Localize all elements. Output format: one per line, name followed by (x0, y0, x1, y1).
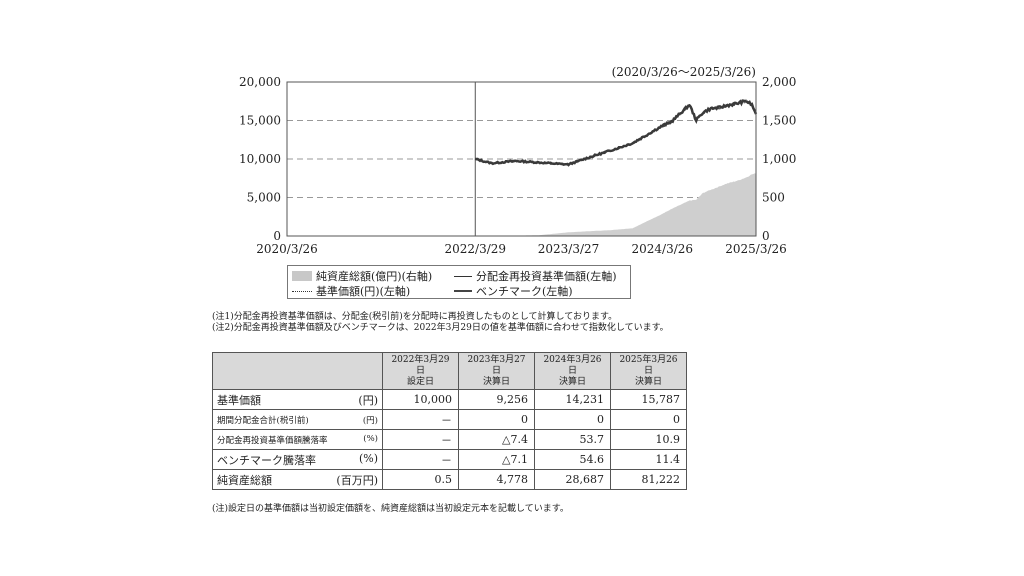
row-label: 期間分配金合計(税引前) (217, 415, 309, 426)
table-cell: 0.5 (382, 469, 459, 490)
legend-label-reinvest: 分配金再投資基準価額(左軸) (476, 270, 617, 283)
x-tick-label: 2025/3/26 (725, 242, 787, 256)
reinvested-nav-line (475, 100, 757, 166)
chart-notes: (注1)分配金再投資基準価額は、分配金(税引前)を分配時に再投資したものとして計… (212, 312, 669, 334)
y-right-tick-label: 500 (762, 191, 785, 205)
row-label: 分配金再投資基準価額騰落率 (217, 435, 328, 446)
header-cell: 2025年3月26日 決算日 (610, 352, 687, 390)
chart-legend: 純資産総額(億円)(右軸) 分配金再投資基準価額(左軸) 基準価額(円)(左軸)… (287, 265, 631, 299)
table-cell: 15,787 (610, 389, 687, 410)
y-left-tick-label: 10,000 (239, 152, 281, 166)
x-tick-label: 2024/3/26 (631, 242, 693, 256)
table-header-row: 2022年3月29日 設定日 2023年3月27日 決算日 2024年3月26日 決算… (212, 352, 687, 390)
period-label: (2020/3/26～2025/3/26) (612, 65, 756, 79)
y-right-tick-label: 1,000 (762, 152, 796, 166)
y-left-tick-label: 5,000 (247, 191, 281, 205)
y-right-tick-label: 1,500 (762, 114, 796, 128)
y-left-tick-label: 15,000 (239, 114, 281, 128)
header-cell: 2022年3月29日 設定日 (382, 352, 459, 390)
row-label: 基準価額 (217, 393, 261, 407)
row-unit: (%) (363, 433, 378, 444)
table-cell: 81,222 (610, 469, 687, 490)
legend-item-benchmark: ベンチマーク(左軸) (454, 283, 573, 299)
table-cell: 54.6 (534, 449, 611, 470)
note-1: (注1)分配金再投資基準価額は、分配金(税引前)を分配時に再投資したものとして計… (212, 312, 618, 322)
table-cell: △7.1 (458, 449, 535, 470)
table-row: 分配金再投資基準価額騰落率 (%) － △7.4 53.7 10.9 (212, 429, 687, 450)
table-cell: 0 (610, 409, 687, 430)
table-row: 基準価額 (円) 10,000 9,256 14,231 15,787 (212, 389, 687, 410)
base-price-line (475, 98, 757, 166)
x-tick-label: 2020/3/26 (256, 242, 318, 256)
price-lines-layer (474, 98, 758, 167)
row-label: 純資産総額 (217, 473, 272, 487)
table-cell: － (382, 409, 459, 430)
performance-table: 2022年3月29日 設定日 2023年3月27日 決算日 2024年3月26日 決算… (212, 352, 687, 490)
table-cell: 11.4 (610, 449, 687, 470)
table-cell: 28,687 (534, 469, 611, 490)
table-cell: 14,231 (534, 389, 611, 410)
row-unit: (円) (358, 393, 378, 407)
legend-item-nav: 純資産総額(億円)(右軸) (292, 268, 432, 284)
legend-label-benchmark: ベンチマーク(左軸) (476, 285, 573, 298)
table-row: 純資産総額 (百万円) 0.5 4,778 28,687 81,222 (212, 469, 687, 490)
table-cell: 0 (534, 409, 611, 430)
legend-item-base: 基準価額(円)(左軸) (292, 283, 410, 299)
plot-frame (286, 81, 757, 237)
header-blank (212, 352, 383, 390)
table-cell: － (382, 449, 459, 470)
y-left-tick-label: 20,000 (239, 75, 281, 89)
row-unit: (円) (362, 415, 378, 426)
table-row: ベンチマーク騰落率 (%) － △7.1 54.6 11.4 (212, 449, 687, 470)
x-tick-label: 2022/3/29 (445, 242, 507, 256)
header-cell: 2023年3月27日 決算日 (458, 352, 535, 390)
table-row: 期間分配金合計(税引前) (円) － 0 0 0 (212, 409, 687, 430)
table-cell: 53.7 (534, 429, 611, 450)
table-cell: － (382, 429, 459, 450)
y-right-tick-label: 0 (762, 229, 770, 243)
table-cell: 10,000 (382, 389, 459, 410)
table-footnote: (注)設定日の基準価額は当初設定価額を、純資産総額は当初設定元本を記載しています… (212, 504, 569, 514)
y-left-tick-label: 0 (273, 229, 281, 243)
benchmark-line (474, 99, 758, 167)
net-assets-layer (475, 173, 756, 236)
note-2: (注2)分配金再投資基準価額及びベンチマークは、2022年3月29日の値を基準価… (212, 323, 669, 333)
y-right-tick-label: 2,000 (762, 75, 796, 89)
legend-swatch-benchmark (454, 290, 472, 292)
x-tick-label: 2023/3/27 (538, 242, 600, 256)
table-cell: △7.4 (458, 429, 535, 450)
row-label: ベンチマーク騰落率 (217, 453, 316, 467)
legend-swatch-reinvest (454, 275, 472, 277)
legend-label-nav: 純資産総額(億円)(右軸) (316, 270, 433, 283)
row-unit: (百万円) (336, 473, 378, 487)
legend-swatch-base (292, 290, 312, 292)
net-assets-area (475, 173, 756, 236)
legend-swatch-nav (292, 271, 312, 281)
axis-ticks: 20,000 2,000 15,000 1,500 10,000 1,000 5,000 50… (239, 75, 796, 256)
table-cell: 4,778 (458, 469, 535, 490)
row-unit: (%) (358, 451, 378, 465)
table-cell: 9,256 (458, 389, 535, 410)
header-cell: 2024年3月26日 決算日 (534, 352, 611, 390)
legend-item-reinvest: 分配金再投資基準価額(左軸) (454, 268, 617, 284)
table-cell: 0 (458, 409, 535, 430)
legend-label-base: 基準価額(円)(左軸) (316, 285, 411, 298)
table-cell: 10.9 (610, 429, 687, 450)
